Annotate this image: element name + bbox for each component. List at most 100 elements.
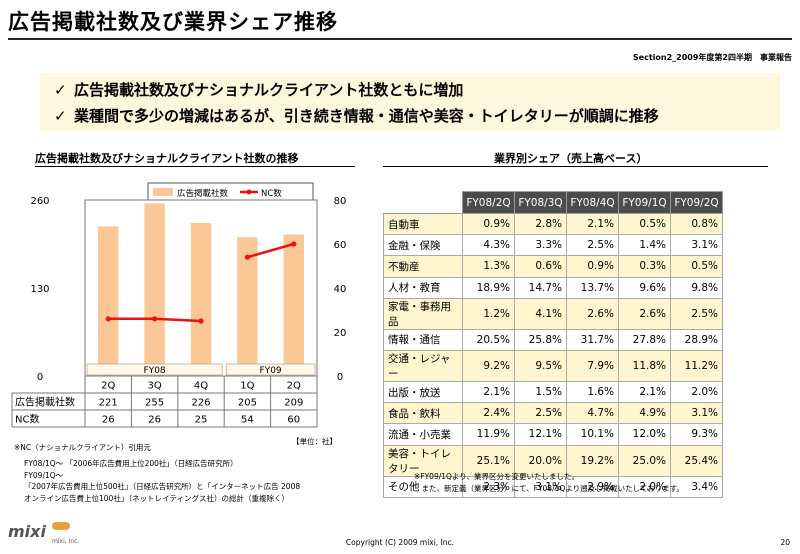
data-cell: 255: [145, 398, 164, 409]
share-cell: 27.8%: [618, 328, 671, 351]
share-cell: 2.8%: [514, 212, 567, 236]
summary-text-1: 広告掲載社数及びナショナルクライアント社数ともに増加: [74, 81, 464, 99]
share-row-label: 不動産: [383, 255, 463, 278]
share-cell: 1.3%: [462, 255, 515, 278]
share-cell: 31.7%: [566, 328, 619, 351]
data-row-label: NC数: [15, 413, 39, 426]
header-cell: FY08/2Q: [462, 191, 515, 214]
fiscal-group-box: [225, 363, 316, 376]
fiscal-group-box: [86, 363, 223, 376]
share-row: その他 2.3% 3.1% 2.9% 2.0% 3.4%: [383, 475, 723, 498]
right-tick-label: 40: [334, 284, 347, 295]
share-cell: 2.6%: [566, 297, 619, 330]
chart-title-rule: [35, 166, 355, 167]
left-tick-label: 130: [30, 284, 49, 295]
left-axis: 0 130 260: [30, 196, 49, 383]
nc-point: [291, 241, 297, 247]
share-cell: 2.6%: [618, 297, 671, 330]
title-divider: [8, 38, 792, 40]
share-row-label: 情報・通信: [383, 328, 463, 351]
bar: [283, 234, 305, 376]
share-cell: 1.2%: [462, 297, 515, 330]
category-label: 1Q: [240, 381, 254, 392]
nc-line: [247, 242, 295, 259]
share-cell: 0.9%: [462, 212, 515, 236]
share-cell: 2.1%: [462, 380, 515, 404]
share-cell: 2.5%: [514, 402, 567, 425]
check-icon: ✓: [54, 107, 67, 125]
share-cell: 20.5%: [462, 328, 515, 351]
fiscal-group-labels: FY08 FY09: [86, 363, 316, 376]
share-cell: 3.1%: [514, 475, 567, 498]
unit-note: 【単位：社】: [292, 437, 337, 446]
legend-label-bar: 広告掲載社数: [177, 188, 229, 199]
share-row: 情報・通信 20.5% 25.8% 31.7% 27.8% 28.9%: [383, 328, 723, 351]
share-cell: 1.4%: [618, 234, 671, 257]
right-tick-label: 20: [334, 328, 347, 339]
logo-subtext: mixi, Inc.: [52, 538, 80, 545]
page-number: 20: [780, 538, 790, 547]
mixi-logo: mixi: [8, 522, 46, 541]
summary-text-2: 業種間で多少の増減はあるが、引き続き情報・通信や美容・トイレタリーが順調に推移: [74, 107, 659, 125]
share-row: 不動産 1.3% 0.6% 0.9% 0.3% 0.5%: [383, 255, 723, 278]
share-cell: 2.0%: [670, 380, 723, 404]
right-axis: 0 20 40 60 80: [334, 196, 347, 383]
share-cell: 9.5%: [514, 349, 567, 382]
share-cell: 2.4%: [462, 402, 515, 425]
share-cell: 13.7%: [566, 276, 619, 299]
check-icon: ✓: [54, 81, 67, 99]
share-row: 自動車 0.9% 2.8% 2.1% 0.5% 0.8%: [383, 212, 723, 236]
share-row-label: 食品・飲料: [383, 402, 463, 425]
share-cell: 14.7%: [514, 276, 567, 299]
share-row-label: 金融・保険: [383, 234, 463, 257]
share-cell: 12.1%: [514, 423, 567, 446]
share-cell: 10.1%: [566, 423, 619, 446]
share-row: 家電・事務用品 1.2% 4.1% 2.6% 2.6% 2.5%: [383, 297, 723, 330]
share-row-label: 流通・小売業: [383, 423, 463, 446]
bar: [237, 237, 258, 376]
share-cell: 11.2%: [670, 349, 723, 382]
header-cell: FY08/3Q: [514, 191, 567, 214]
logo-badge-icon: [52, 522, 70, 530]
share-cell: 0.6%: [514, 255, 567, 278]
share-cell: 1.5%: [514, 380, 567, 404]
share-cell: 3.4%: [670, 475, 723, 498]
summary-line-2: ✓ 業種間で多少の増減はあるが、引き続き情報・通信や美容・トイレタリーが順調に推移: [54, 105, 659, 126]
share-cell: 0.3%: [618, 255, 671, 278]
share-cell: 3.3%: [514, 234, 567, 257]
share-header-row: FY08/2Q FY08/3Q FY08/4Q FY09/1Q FY09/2Q: [383, 191, 723, 214]
bar: [190, 223, 212, 376]
category-label: 2Q: [101, 381, 115, 392]
right-tick-label: 60: [334, 240, 347, 251]
chart-legend: 広告掲載社数 NC数: [147, 182, 314, 202]
share-cell: 9.2%: [462, 349, 515, 382]
bar-series: [97, 203, 305, 376]
share-row-label: 美容・トイレタリー: [383, 444, 463, 477]
share-row: 金融・保険 4.3% 3.3% 2.5% 1.4% 3.1%: [383, 234, 723, 257]
fiscal-group-label: FY09: [260, 366, 282, 376]
nc-point: [244, 254, 250, 260]
share-cell: 18.9%: [462, 276, 515, 299]
share-title-rule: [383, 166, 768, 167]
bar: [144, 203, 165, 376]
share-cell: 3.1%: [670, 402, 723, 425]
share-row-label: 出版・放送: [383, 380, 463, 404]
section-label: Section2_2009年度第2四半期 事業報告: [632, 53, 792, 62]
share-cell: 25.8%: [514, 328, 567, 351]
share-cell: 9.6%: [618, 276, 671, 299]
nc-point: [152, 316, 158, 322]
summary-box: ✓ 広告掲載社数及びナショナルクライアント社数ともに増加 ✓ 業種間で多少の増減はあ…: [40, 73, 780, 131]
share-cell: 2.3%: [462, 475, 515, 498]
data-cell: 205: [238, 398, 257, 409]
share-cell: 2.5%: [670, 297, 723, 330]
header-corner: [383, 191, 463, 214]
share-cell: 25.1%: [462, 444, 515, 477]
share-cell: 0.9%: [566, 255, 619, 278]
legend-label-line: NC数: [261, 188, 282, 199]
share-note: ※FY09/1Qより、業界区分を変更いたしました。 また、新定義（業界区分）にて…: [414, 472, 684, 493]
bar: [97, 226, 119, 376]
category-label: 2Q: [287, 381, 301, 392]
share-cell: 7.9%: [566, 349, 619, 382]
share-title: 業界別シェア（売上高ベース）: [494, 152, 648, 165]
share-cell: 11.8%: [618, 349, 671, 382]
